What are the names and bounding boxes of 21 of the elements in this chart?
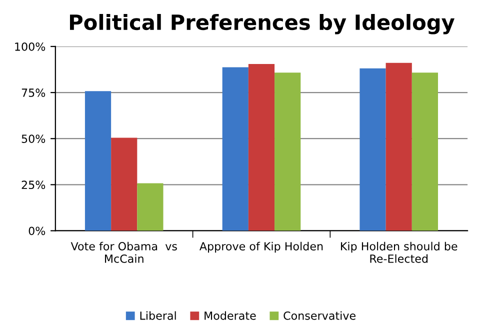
legend-label: Moderate [204, 311, 256, 320]
bar [137, 183, 164, 231]
bar [412, 72, 438, 231]
y-tick-label: 0% [28, 226, 46, 236]
y-tick-label: 75% [22, 88, 46, 97]
y-tick-label: 25% [22, 180, 46, 190]
chart-title: Political Preferences by Ideology [70, 14, 455, 34]
bar [84, 91, 112, 231]
legend-label: Liberal [140, 311, 176, 320]
x-tick-label: Vote for Obama vs McCain [70, 242, 177, 263]
legend-label: Conservative [284, 311, 356, 320]
x-tick-label: Approve of Kip Holden [200, 242, 323, 253]
y-tick-label: 100% [15, 42, 46, 51]
bar [222, 67, 248, 231]
bar [111, 138, 138, 231]
y-tick-label: 50% [22, 134, 46, 143]
x-tick-label: Kip Holden should be Re-Elected [340, 242, 458, 263]
bar [386, 62, 412, 231]
bar [248, 64, 275, 231]
bar [360, 68, 386, 231]
bar [274, 72, 301, 231]
